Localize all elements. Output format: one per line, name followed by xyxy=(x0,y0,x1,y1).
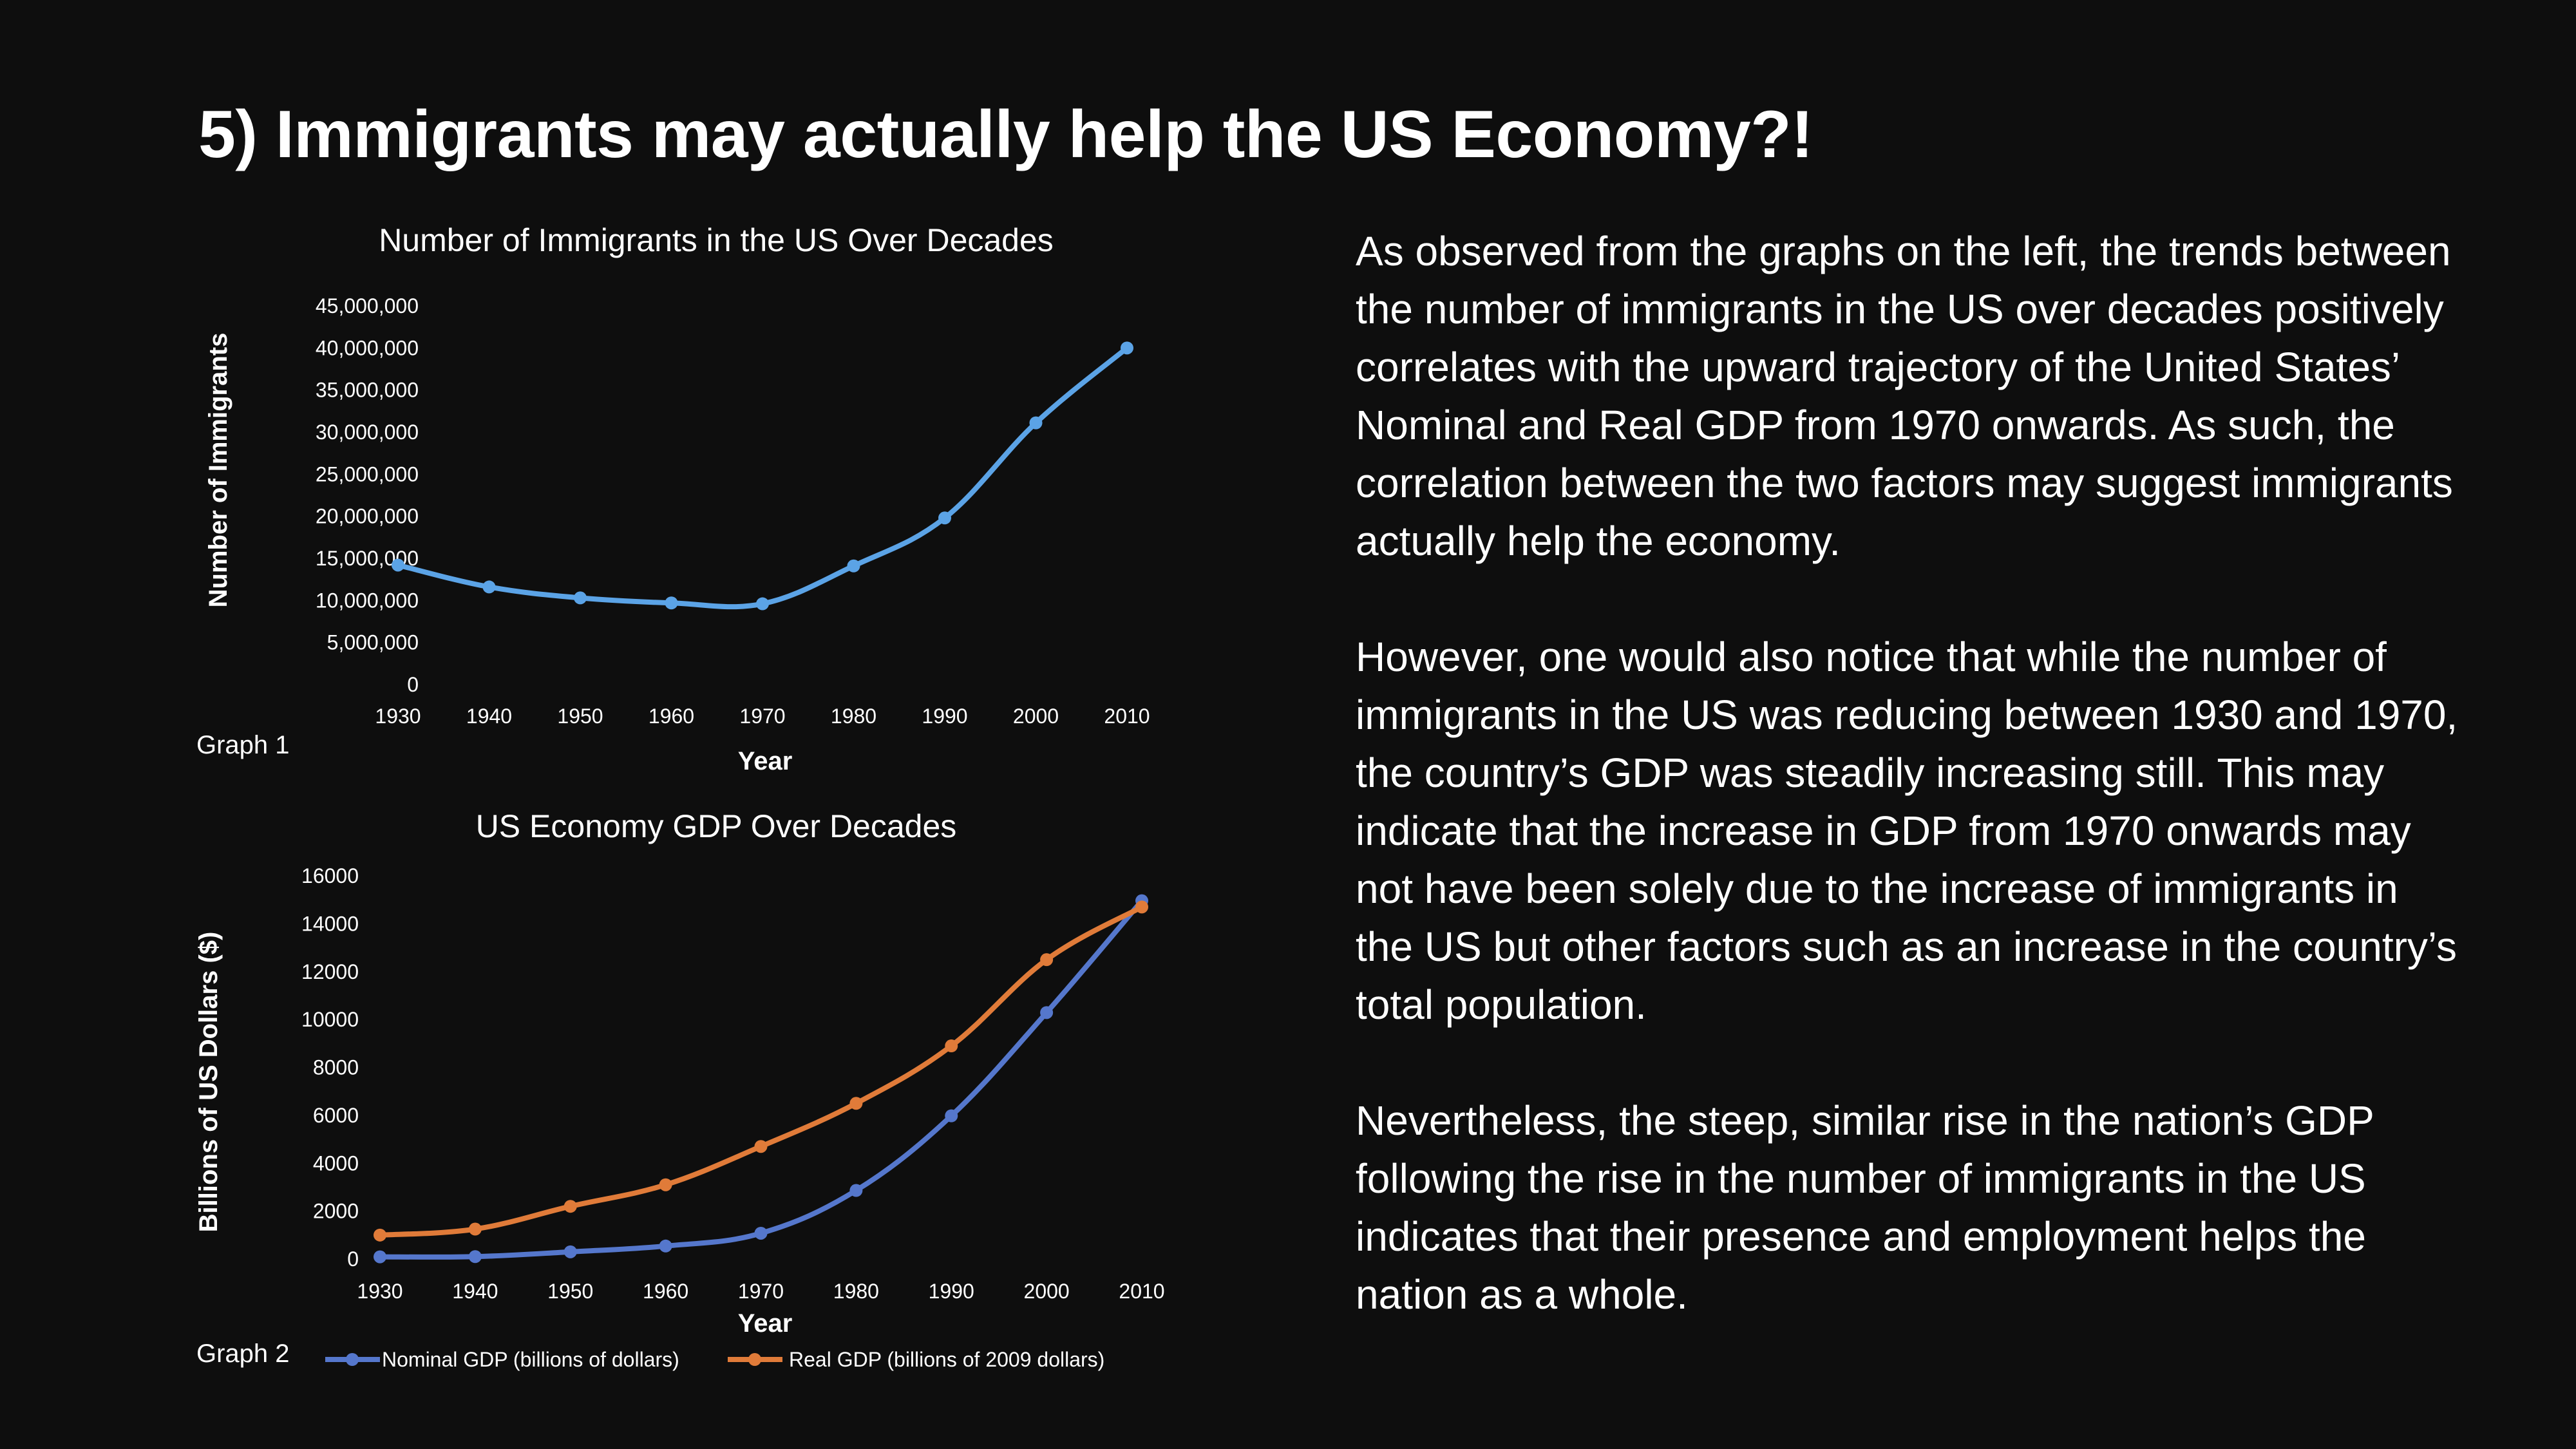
chart1-ytick-label: 25,000,000 xyxy=(316,462,419,486)
chart2-xtick-label: 1950 xyxy=(547,1280,593,1303)
chart1-xtick-label: 1930 xyxy=(375,705,421,728)
charts-canvas: Number of Immigrants in the US Over Deca… xyxy=(194,222,1165,1371)
chart2-series-1-line xyxy=(377,904,1144,1238)
chart1-ytick-label: 40,000,000 xyxy=(316,336,419,359)
chart1-xtick-label: 1950 xyxy=(557,705,603,728)
chart2-xtick-label: 1960 xyxy=(643,1280,688,1303)
chart2-series-1-point xyxy=(849,1097,863,1110)
chart1-ytick-label: 30,000,000 xyxy=(316,421,419,444)
chart2-ytick-label: 14000 xyxy=(301,912,359,935)
chart2-ytick-label: 8000 xyxy=(313,1056,359,1079)
chart1-series-0-point xyxy=(847,559,860,573)
chart2-series-1-point xyxy=(1135,900,1148,914)
chart1-xtick-label: 1990 xyxy=(922,705,967,728)
chart1-series-0-point xyxy=(482,580,496,594)
chart1-series-0-point xyxy=(392,558,404,572)
chart1-xtick-label: 1960 xyxy=(649,705,694,728)
chart2-xtick-label: 1990 xyxy=(929,1280,974,1303)
paragraph-1: As observed from the graphs on the left,… xyxy=(1356,228,2453,564)
chart2-series-0-point xyxy=(849,1184,863,1197)
chart2-ylabel: Billions of US Dollars ($) xyxy=(194,932,223,1233)
chart2-ytick-label: 4000 xyxy=(313,1151,359,1175)
chart1-xtick-label: 2010 xyxy=(1104,705,1150,728)
chart1-series-0-point xyxy=(938,511,951,525)
chart2-title: US Economy GDP Over Decades xyxy=(476,808,957,844)
chart1-ytick-label: 45,000,000 xyxy=(316,294,419,317)
chart1-xtick-label: 1970 xyxy=(739,705,785,728)
legend-label-real: Real GDP (billions of 2009 dollars) xyxy=(789,1348,1104,1371)
chart2-plot-area: 0 2000 4000 6000 8000 10000 12000 14000 16000 193… xyxy=(301,864,1165,1303)
chart2-series-1-point xyxy=(659,1178,672,1191)
chart1-series-0-point xyxy=(574,591,587,605)
chart2-xlabel: Year xyxy=(738,1309,793,1338)
chart2-series-0-point xyxy=(374,1250,386,1264)
chart2-series-0-point xyxy=(564,1245,577,1258)
chart2-series-0-point xyxy=(468,1250,482,1264)
chart2-xtick-label: 1970 xyxy=(738,1280,784,1303)
chart2-legend: Nominal GDP (billions of dollars) Real G… xyxy=(325,1348,1104,1371)
paragraph-2: However, one would also notice that whil… xyxy=(1356,634,2458,1028)
chart1-series-0-line xyxy=(395,345,1130,610)
chart1-ytick-label: 35,000,000 xyxy=(316,379,419,402)
chart1-series-0-point xyxy=(665,596,678,610)
chart1-series-0-point xyxy=(1121,341,1133,355)
chart1-ylabel: Number of Immigrants xyxy=(204,333,232,608)
chart2-series-1-point xyxy=(468,1222,482,1236)
chart1-tag: Graph 1 xyxy=(196,731,290,759)
chart2-ytick-label: 16000 xyxy=(301,864,359,887)
chart1-xtick-label: 1940 xyxy=(466,705,512,728)
chart1-ytick-label: 10,000,000 xyxy=(316,589,419,612)
chart2-xtick-label: 2010 xyxy=(1119,1280,1164,1303)
chart2-series-0-point xyxy=(945,1109,958,1122)
chart2-series-0-point xyxy=(1040,1006,1054,1019)
chart2-series-1-point xyxy=(564,1200,577,1213)
chart2-series-1-point xyxy=(945,1039,958,1053)
legend-label-nominal: Nominal GDP (billions of dollars) xyxy=(382,1348,679,1371)
chart1-series-0-point xyxy=(1029,416,1043,430)
chart2-series-0-line xyxy=(377,898,1144,1260)
chart2-series-0-point xyxy=(754,1226,768,1240)
chart2-ytick-label: 12000 xyxy=(301,960,359,983)
chart1-xlabel: Year xyxy=(738,747,793,775)
chart2-xtick-label: 1930 xyxy=(357,1280,402,1303)
chart1-plot-area: 05,000,00010,000,00015,000,00020,000,000… xyxy=(316,294,1150,728)
explanation-text: As observed from the graphs on the left,… xyxy=(1356,222,2463,1381)
legend-marker-nominal xyxy=(346,1353,359,1366)
chart1-xtick-label: 1980 xyxy=(831,705,876,728)
chart1-ytick-label: 5,000,000 xyxy=(327,631,419,654)
chart2-series-1-point xyxy=(1040,953,1054,967)
chart1-series-0-point xyxy=(756,597,769,611)
chart2-ytick-label: 10000 xyxy=(301,1008,359,1031)
chart1-ytick-label: 20,000,000 xyxy=(316,505,419,528)
chart2-series-1-point xyxy=(754,1140,768,1153)
chart2-xtick-label: 2000 xyxy=(1024,1280,1070,1303)
chart2-series-0-point xyxy=(659,1239,672,1253)
slide-title: 5) Immigrants may actually help the US E… xyxy=(198,97,1814,172)
chart1-title: Number of Immigrants in the US Over Deca… xyxy=(379,222,1054,258)
chart2-ytick-label: 2000 xyxy=(313,1200,359,1223)
chart2-tag: Graph 2 xyxy=(196,1340,290,1368)
chart1-ytick-label: 0 xyxy=(407,673,419,696)
chart2-xtick-label: 1940 xyxy=(452,1280,498,1303)
chart2-ytick-label: 6000 xyxy=(313,1104,359,1127)
paragraph-3: Nevertheless, the steep, similar rise in… xyxy=(1356,1097,2374,1318)
chart2-ytick-label: 0 xyxy=(347,1247,359,1271)
chart1-xtick-label: 2000 xyxy=(1013,705,1059,728)
chart2-series-1-point xyxy=(374,1228,386,1242)
chart2-xtick-label: 1980 xyxy=(833,1280,879,1303)
legend-marker-real xyxy=(748,1353,761,1366)
